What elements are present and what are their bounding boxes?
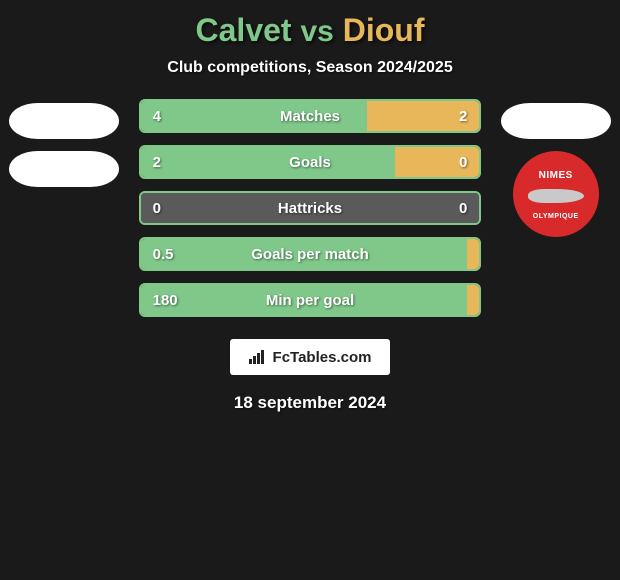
player2-name: Diouf	[343, 12, 425, 48]
stat-right-value: 0	[395, 147, 480, 177]
player1-name: Calvet	[196, 12, 292, 48]
title: Calvet vs Diouf	[0, 12, 620, 49]
brand-text: FcTables.com	[273, 349, 372, 366]
stat-right-value: 0	[310, 193, 479, 223]
stat-right-value	[467, 285, 479, 315]
stat-left-value: 4	[141, 101, 367, 131]
left-side	[8, 99, 121, 187]
comparison-infographic: Calvet vs Diouf Club competitions, Seaso…	[0, 0, 620, 413]
stat-left-value: 0	[141, 193, 310, 223]
player2-face-placeholder	[501, 103, 611, 139]
stat-bars: 42Matches 20Goals 00Hattricks 0.5Goals per …	[139, 99, 482, 317]
stat-left-value: 2	[141, 147, 395, 177]
stat-left-value: 0.5	[141, 239, 468, 269]
stat-row: 180Min per goal	[139, 283, 482, 317]
content-row: 42Matches 20Goals 00Hattricks 0.5Goals per …	[0, 99, 620, 317]
player2-club-badge: NIMES OLYMPIQUE	[513, 151, 599, 237]
subtitle: Club competitions, Season 2024/2025	[0, 59, 620, 77]
date-text: 18 september 2024	[234, 393, 386, 413]
right-side: NIMES OLYMPIQUE	[499, 99, 612, 237]
stat-right-value	[467, 239, 479, 269]
footer: FcTables.com 18 september 2024	[0, 339, 620, 413]
brand-box: FcTables.com	[230, 339, 390, 375]
club-top-text: NIMES	[513, 151, 599, 181]
stat-left-value: 180	[141, 285, 468, 315]
stat-row: 42Matches	[139, 99, 482, 133]
stat-row: 0.5Goals per match	[139, 237, 482, 271]
stat-right-value: 2	[367, 101, 480, 131]
club-bottom-text: OLYMPIQUE	[513, 213, 599, 237]
vs-text: vs	[300, 15, 333, 48]
bars-icon	[249, 350, 267, 364]
stat-row: 00Hattricks	[139, 191, 482, 225]
player1-face-placeholder	[9, 103, 119, 139]
stat-row: 20Goals	[139, 145, 482, 179]
crocodile-icon	[528, 189, 584, 203]
player1-club-placeholder	[9, 151, 119, 187]
